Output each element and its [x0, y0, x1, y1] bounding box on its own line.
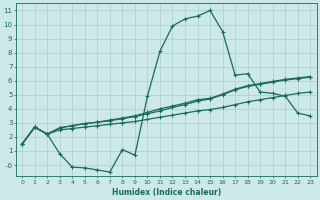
- X-axis label: Humidex (Indice chaleur): Humidex (Indice chaleur): [112, 188, 221, 197]
